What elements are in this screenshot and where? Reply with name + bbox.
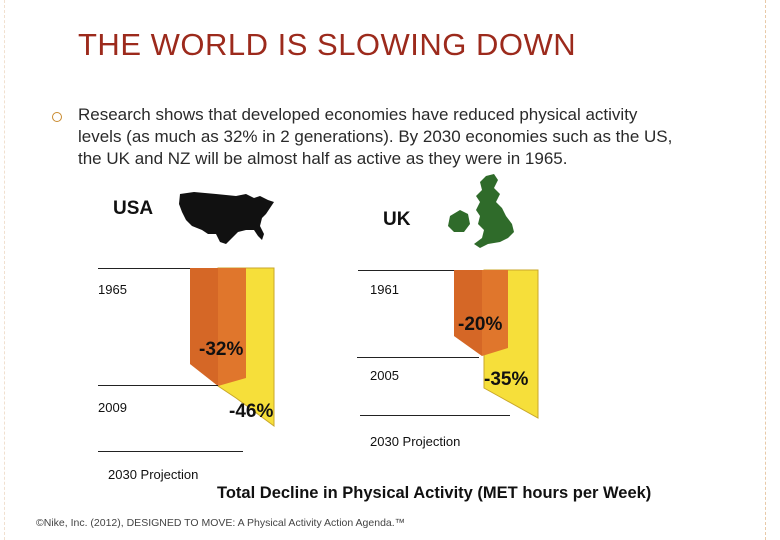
source-citation: ©Nike, Inc. (2012), DESIGNED TO MOVE: A … [36,517,406,529]
uk-end-label: 2030 Projection [370,434,461,449]
uk-map-icon [448,174,514,248]
uk-mid-bar [454,270,508,356]
usa-1965-line [98,268,190,269]
uk-mid-year: 2005 [370,368,399,383]
usa-mid-year: 2009 [98,400,127,415]
usa-end-label: 2030 Projection [108,467,199,482]
usa-mid-bar [190,268,246,386]
chart-caption: Total Decline in Physical Activity (MET … [217,484,652,502]
bullet-text: Research shows that developed economies … [78,105,673,168]
usa-map-icon [179,192,274,244]
usa-decline-bars [190,267,275,427]
usa-2009-line [98,385,218,386]
slide-frame-left [4,0,5,540]
uk-2005-line [357,357,479,358]
slide-frame-right [765,0,766,540]
uk-decline-bars [454,269,539,419]
usa-mid-decline: -32% [199,339,244,360]
uk-start-year: 1961 [370,282,399,297]
usa-projected-decline: -46% [229,401,274,422]
bullet-icon [52,112,62,122]
usa-label: USA [113,198,154,219]
uk-2030-line [360,415,510,416]
uk-label: UK [383,209,411,230]
slide-title: THE WORLD IS SLOWING DOWN [78,27,577,62]
uk-mid-decline: -20% [458,314,503,335]
uk-projected-decline: -35% [484,369,529,390]
uk-1961-line [358,270,456,271]
usa-2030-line [98,451,243,452]
usa-start-year: 1965 [98,282,127,297]
